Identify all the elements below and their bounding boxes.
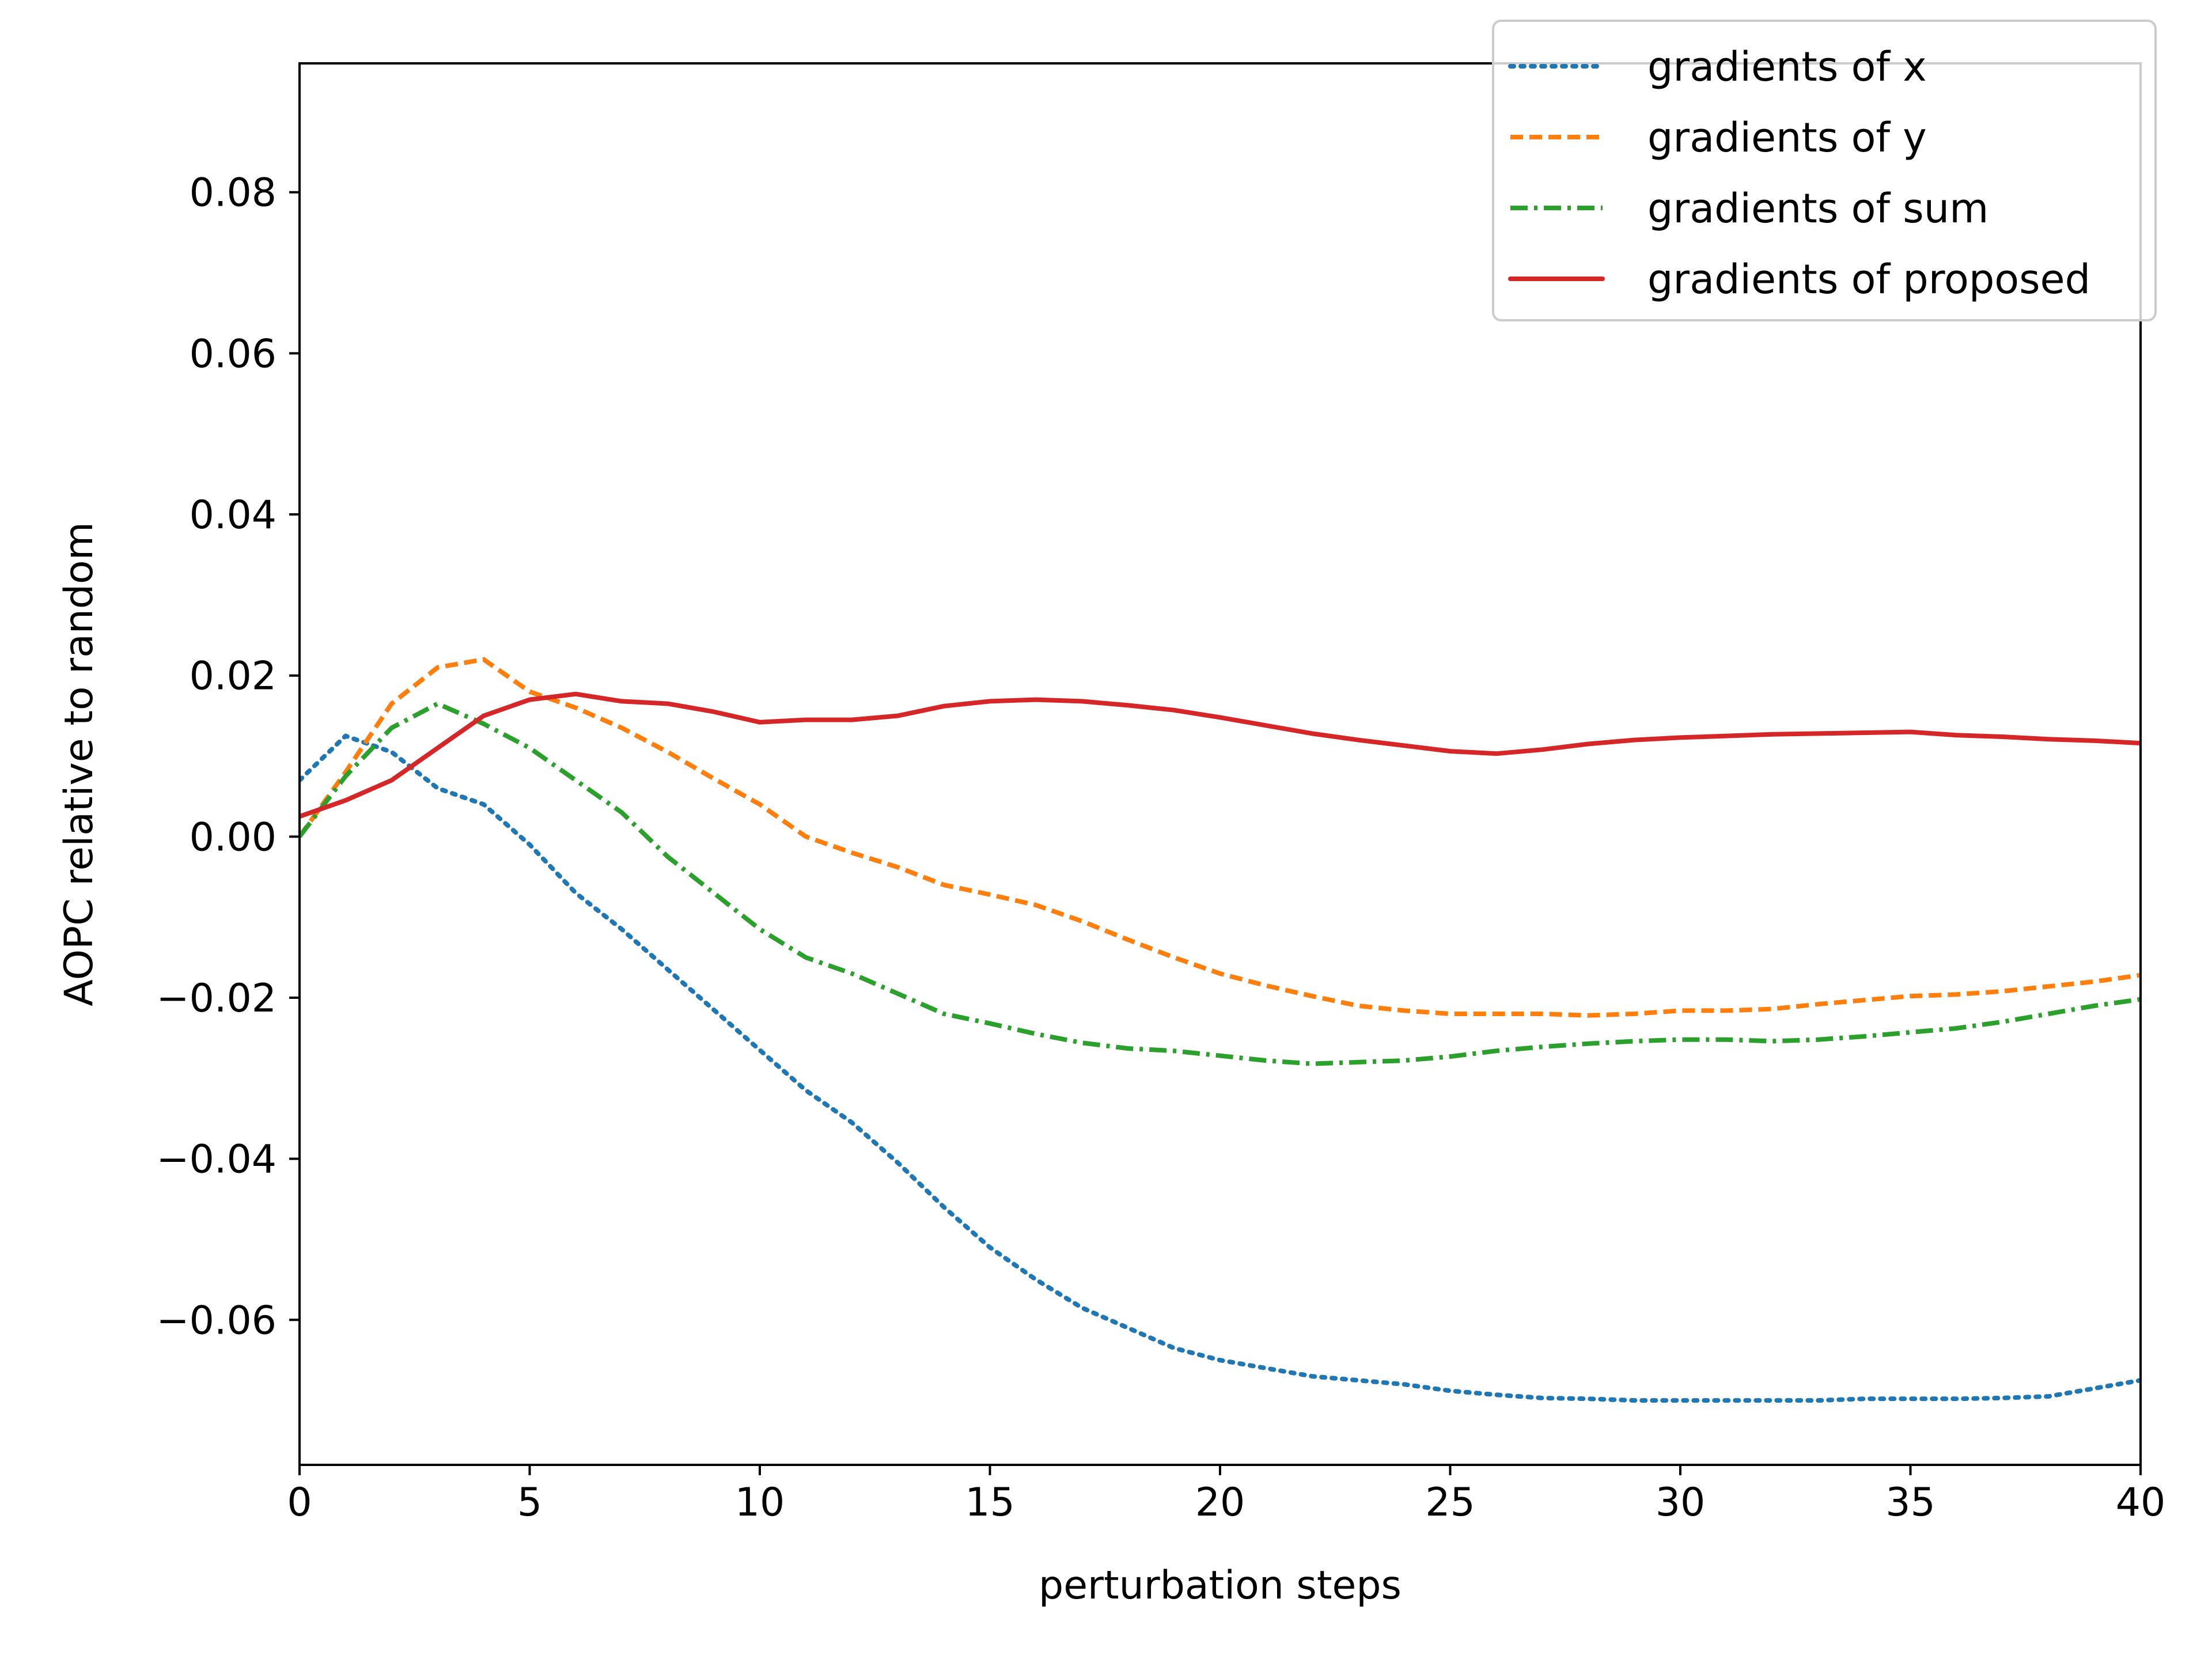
x-tick-label: 0 (287, 1480, 312, 1525)
series-line-1 (300, 733, 2141, 1403)
x-axis-label: perturbation steps (1039, 1563, 1402, 1608)
x-tick-label: 25 (1425, 1480, 1475, 1525)
legend-label: gradients of x (1647, 43, 1927, 90)
x-tick-label: 30 (1656, 1480, 1706, 1525)
x-tick-label: 20 (1195, 1480, 1245, 1525)
legend: gradients of x gradients of y gradients of… (1492, 20, 2157, 321)
series-line-3 (300, 701, 2141, 1066)
y-tick-label: 0.06 (190, 331, 276, 377)
legend-label: gradients of proposed (1647, 256, 2090, 303)
y-tick-label: −0.04 (157, 1137, 276, 1183)
y-tick-label: 0.00 (190, 815, 276, 860)
x-tick-label: 35 (1885, 1480, 1936, 1525)
y-tick-label: 0.08 (190, 171, 276, 216)
y-tick-label: −0.06 (157, 1298, 276, 1343)
x-tick-label: 15 (965, 1480, 1015, 1525)
legend-box (1492, 20, 2157, 321)
x-axis: 0 5 10 15 20 25 30 35 40 (287, 1465, 2165, 1525)
x-tick-label: 10 (735, 1480, 785, 1525)
series-layer (300, 657, 2141, 1403)
legend-label: gradients of sum (1647, 185, 1988, 232)
x-tick-label: 5 (517, 1480, 542, 1525)
y-tick-label: 0.04 (190, 493, 276, 538)
y-tick-label: −0.02 (157, 976, 276, 1021)
y-axis-label: AOPC relative to random (56, 522, 102, 1006)
y-axis: −0.06 −0.04 −0.02 0.00 0.02 0.04 0.06 0.08 (157, 171, 300, 1343)
legend-label: gradients of y (1647, 114, 1927, 161)
series-line-4 (300, 691, 2141, 819)
y-tick-label: 0.02 (190, 654, 276, 699)
x-tick-label: 40 (2116, 1480, 2166, 1525)
series-line-2 (300, 657, 2141, 1018)
